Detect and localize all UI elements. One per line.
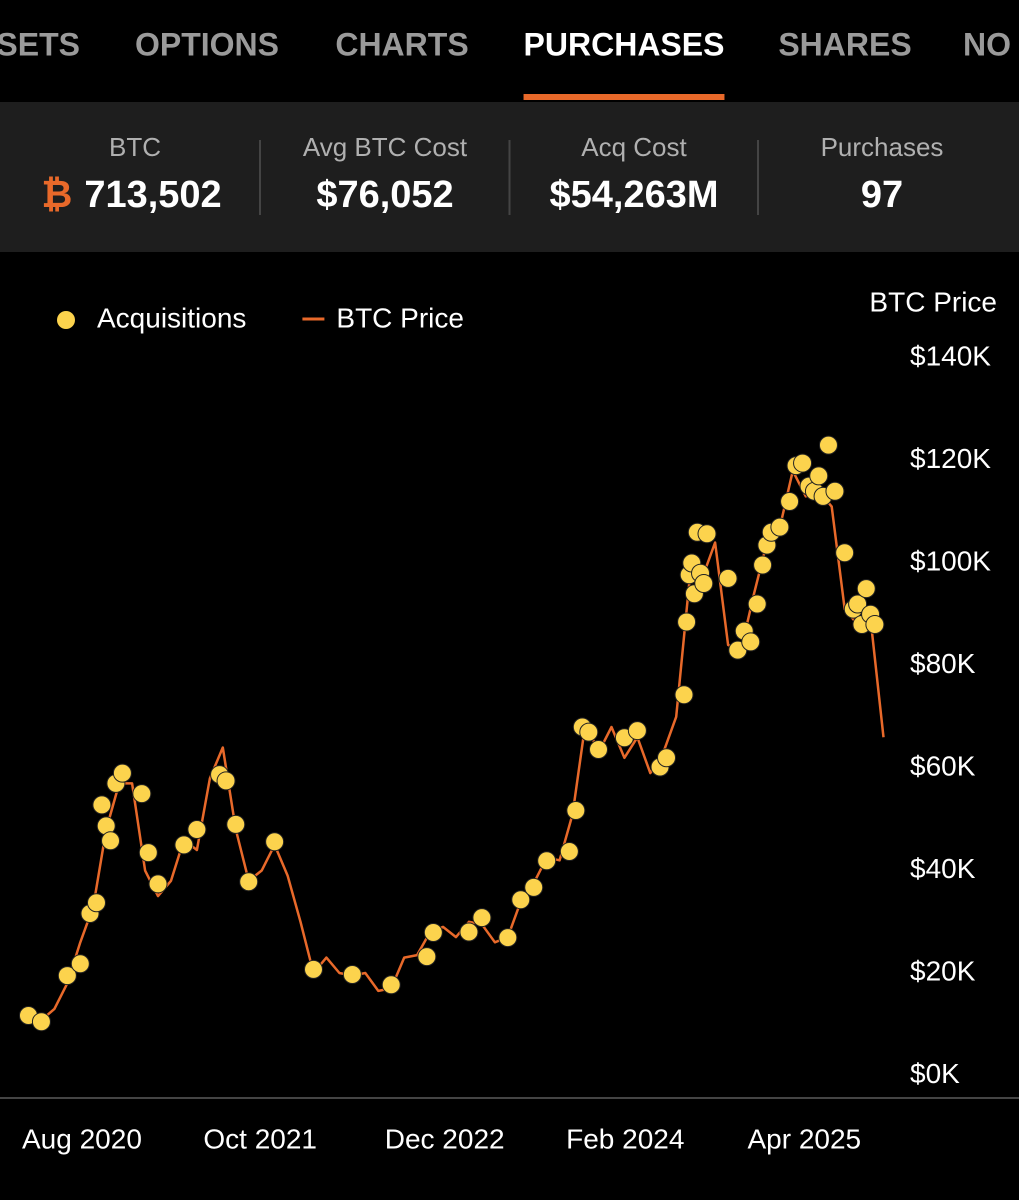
stat-value: $54,263M [549,174,718,216]
stat-value: 713,502 [84,174,221,216]
acquisition-point[interactable] [825,481,845,501]
tab[interactable]: OPTIONS [135,26,279,62]
acquisition-point[interactable] [226,814,246,834]
acquisition-point[interactable] [694,574,714,593]
x-tick-label: Feb 2024 [566,1123,684,1154]
acquisition-point[interactable] [57,966,77,986]
y-tick-label: $120K [910,443,991,474]
acquisition-point[interactable] [148,874,168,894]
y-tick-label: $140K [910,340,991,371]
acquisition-point[interactable] [132,784,152,804]
acquisition-point[interactable] [138,843,158,863]
x-tick-label: Aug 2020 [22,1123,142,1154]
y-tick-label: $40K [910,853,976,884]
acquisition-point[interactable] [657,748,677,768]
tab[interactable]: SHARES [778,26,911,62]
acquisition-point[interactable] [31,1012,51,1032]
x-tick-label: Dec 2022 [385,1123,505,1154]
y-tick-label: $60K [910,750,976,781]
acquisition-point[interactable] [498,928,518,948]
acquisition-point[interactable] [856,579,876,599]
acquisition-point[interactable] [70,954,90,974]
acquisition-point[interactable] [559,842,579,862]
legend-label[interactable]: Acquisitions [97,302,246,333]
legend-marker [57,311,75,329]
stat-label: Acq Cost [581,132,687,162]
acquisition-point[interactable] [753,555,773,575]
acquisition-point[interactable] [265,832,285,852]
acquisition-point[interactable] [793,453,813,473]
x-tick-label: Oct 2021 [203,1123,317,1154]
legend-label[interactable]: BTC Price [336,302,464,333]
acquisition-point[interactable] [239,872,259,892]
tab[interactable]: CHARTS [335,26,468,62]
tab[interactable]: ASSETS [0,26,80,62]
acquisition-point[interactable] [174,835,194,855]
acquisition-point[interactable] [381,975,401,995]
acquisition-point[interactable] [780,492,800,511]
acquisition-point[interactable] [848,594,868,614]
y-tick-label: $20K [910,955,976,986]
tab-underline [523,94,725,100]
acquisition-point[interactable] [747,594,767,614]
acquisition-point[interactable] [589,740,609,760]
acquisition-point[interactable] [92,795,112,815]
y-tick-label: $0K [910,1058,960,1089]
acquisition-point[interactable] [459,922,479,942]
acquisition-point[interactable] [101,831,121,851]
acquisition-point[interactable] [187,820,207,839]
stat-value: $76,052 [316,174,453,216]
y-axis-title: BTC Price [869,286,997,317]
acquisition-point[interactable] [566,801,586,821]
acquisition-point[interactable] [865,615,885,634]
acquisition-point[interactable] [537,851,557,871]
acquisition-point[interactable] [423,923,443,943]
tab[interactable]: NO [963,26,1011,62]
acquisition-point[interactable] [511,890,531,910]
acquisition-point[interactable] [809,466,829,486]
acquisition-point[interactable] [674,685,694,705]
acquisition-point[interactable] [770,517,790,537]
acquisition-point[interactable] [86,893,106,913]
acquisition-point[interactable] [112,763,132,783]
acquisition-point[interactable] [741,632,761,652]
acquisition-point[interactable] [579,722,599,742]
stat-label: BTC [109,132,161,162]
stat-symbol: ₿ [41,174,72,216]
stat-label: Purchases [821,132,944,162]
acquisition-point[interactable] [818,435,838,455]
stat-label: Avg BTC Cost [303,132,468,162]
acquisition-point[interactable] [303,959,323,979]
y-tick-label: $100K [910,545,991,576]
tab[interactable]: PURCHASES [524,26,725,62]
acquisition-point[interactable] [697,524,717,544]
acquisition-point[interactable] [524,877,544,897]
acquisition-point[interactable] [677,612,697,632]
acquisition-point[interactable] [472,908,492,928]
acquisition-point[interactable] [417,947,437,967]
acquisition-point[interactable] [216,771,236,791]
acquisition-point[interactable] [342,965,362,985]
stat-value: 97 [861,174,903,216]
acquisition-point[interactable] [835,543,855,563]
y-tick-label: $80K [910,648,976,679]
x-tick-label: Apr 2025 [747,1123,861,1154]
acquisition-point[interactable] [627,721,647,741]
acquisition-point[interactable] [718,568,738,588]
